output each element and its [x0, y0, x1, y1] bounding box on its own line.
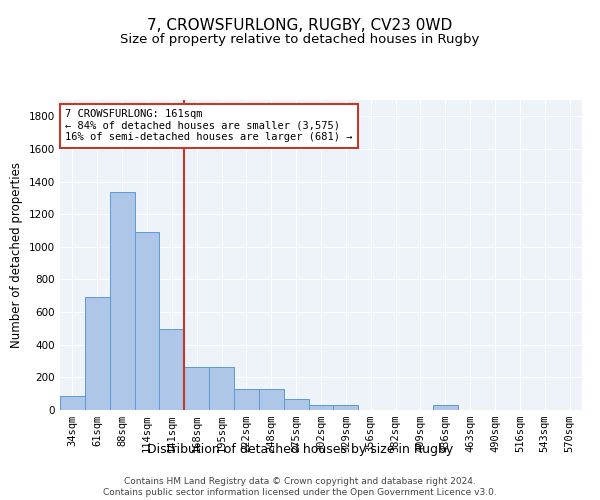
- Bar: [134, 232, 160, 410]
- Bar: [259, 389, 284, 410]
- Text: Distribution of detached houses by size in Rugby: Distribution of detached houses by size …: [147, 442, 453, 456]
- Bar: [308, 406, 334, 410]
- Text: Contains HM Land Registry data © Crown copyright and database right 2024.
Contai: Contains HM Land Registry data © Crown c…: [103, 478, 497, 497]
- Y-axis label: Number of detached properties: Number of detached properties: [10, 162, 23, 348]
- Bar: [334, 406, 358, 410]
- Bar: [234, 389, 259, 410]
- Text: Size of property relative to detached houses in Rugby: Size of property relative to detached ho…: [121, 32, 479, 46]
- Bar: [184, 368, 209, 410]
- Bar: [85, 297, 110, 410]
- Text: 7, CROWSFURLONG, RUGBY, CV23 0WD: 7, CROWSFURLONG, RUGBY, CV23 0WD: [148, 18, 452, 32]
- Bar: [60, 396, 85, 410]
- Text: 7 CROWSFURLONG: 161sqm
← 84% of detached houses are smaller (3,575)
16% of semi-: 7 CROWSFURLONG: 161sqm ← 84% of detached…: [65, 110, 353, 142]
- Bar: [209, 368, 234, 410]
- Bar: [433, 406, 458, 410]
- Bar: [284, 400, 308, 410]
- Bar: [160, 329, 184, 410]
- Bar: [110, 192, 134, 410]
